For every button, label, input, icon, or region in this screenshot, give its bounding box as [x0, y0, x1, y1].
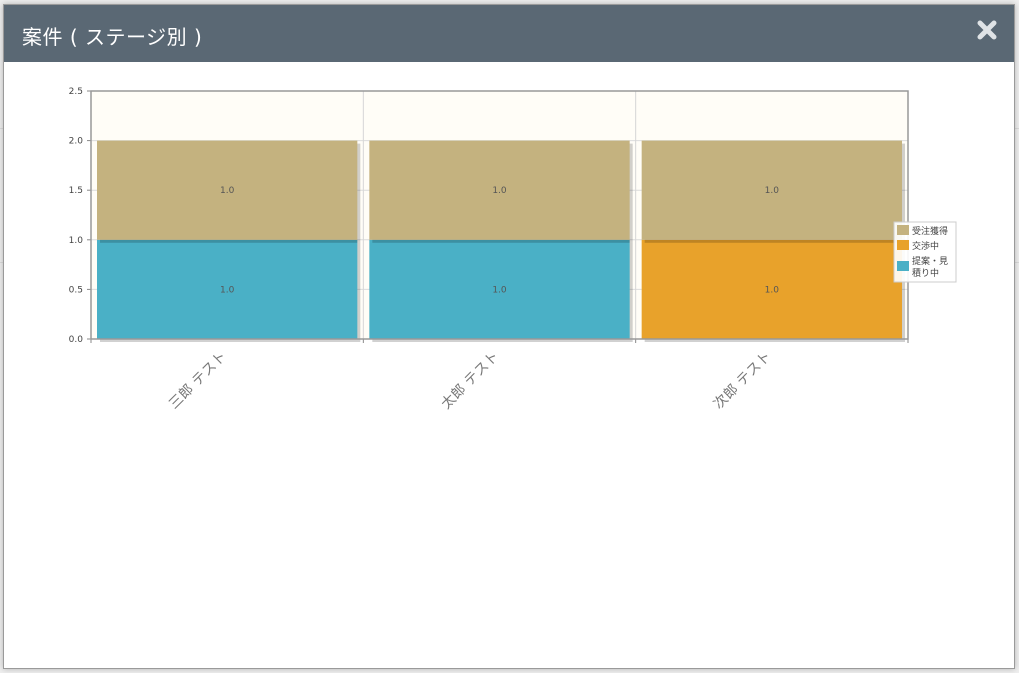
data-label: 1.0 [765, 186, 780, 196]
x-category-label: 三郎 テスト [166, 349, 230, 413]
modal-header: 案件 ( ステージ別 ) [4, 5, 1014, 62]
close-button[interactable] [974, 17, 1000, 43]
close-x-icon [977, 20, 997, 40]
bar-segment [641, 239, 902, 339]
stacked-bar-chart: 0.0 0.5 1.0 1.5 2.0 2.5 1.0 1.0 三郎 テスト 1.0 1.0 太郎 テ… [69, 87, 957, 413]
legend-label: 積り中 [912, 267, 939, 279]
bar-segment [369, 239, 630, 339]
x-category-label: 次郎 テスト [711, 349, 775, 413]
y-tick-label: 0.0 [69, 335, 84, 345]
bar-segment [97, 140, 358, 240]
legend-swatch [897, 225, 909, 235]
y-tick-label: 1.0 [69, 236, 84, 246]
legend-swatch [897, 261, 909, 271]
data-label: 1.0 [765, 285, 780, 295]
legend-swatch [897, 240, 909, 250]
plot-frame [90, 90, 909, 340]
legend-label: 交渉中 [912, 240, 939, 252]
legend-label: 受注獲得 [912, 225, 948, 237]
legend-label: 提案・見 [912, 255, 948, 267]
y-tick-label: 2.0 [69, 137, 84, 147]
y-tick-label: 2.5 [69, 87, 83, 97]
data-label: 1.0 [220, 285, 235, 295]
chart-modal: 案件 ( ステージ別 ) 0.0 0.5 1.0 1.5 2.0 2.5 1.0 1.0 三郎 … [3, 4, 1015, 669]
bar-segment [641, 140, 902, 240]
data-label: 1.0 [220, 186, 235, 196]
y-tick-label: 1.5 [69, 186, 83, 196]
x-category-label: 太郎 テスト [438, 349, 502, 413]
bar-segment [97, 239, 358, 339]
data-label: 1.0 [492, 285, 507, 295]
modal-title: 案件 ( ステージ別 ) [22, 25, 203, 49]
bar-segment [369, 140, 630, 240]
y-tick-label: 0.5 [69, 285, 83, 295]
data-label: 1.0 [492, 186, 507, 196]
